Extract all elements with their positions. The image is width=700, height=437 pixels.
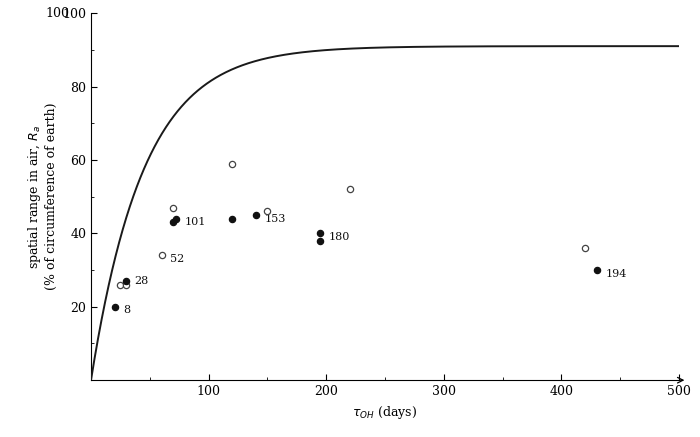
Text: 100: 100 xyxy=(46,7,70,20)
Text: 8: 8 xyxy=(122,305,130,316)
Text: 52: 52 xyxy=(170,254,184,264)
X-axis label: $\tau_{OH}$ (days): $\tau_{OH}$ (days) xyxy=(353,404,417,420)
Text: 194: 194 xyxy=(606,269,627,279)
Text: 101: 101 xyxy=(185,217,206,227)
Y-axis label: spatial range in air, $R_a$
(% of circumference of earth): spatial range in air, $R_a$ (% of circum… xyxy=(26,103,58,291)
Text: 153: 153 xyxy=(265,214,286,224)
Text: 28: 28 xyxy=(134,276,149,286)
Text: 180: 180 xyxy=(328,232,350,242)
